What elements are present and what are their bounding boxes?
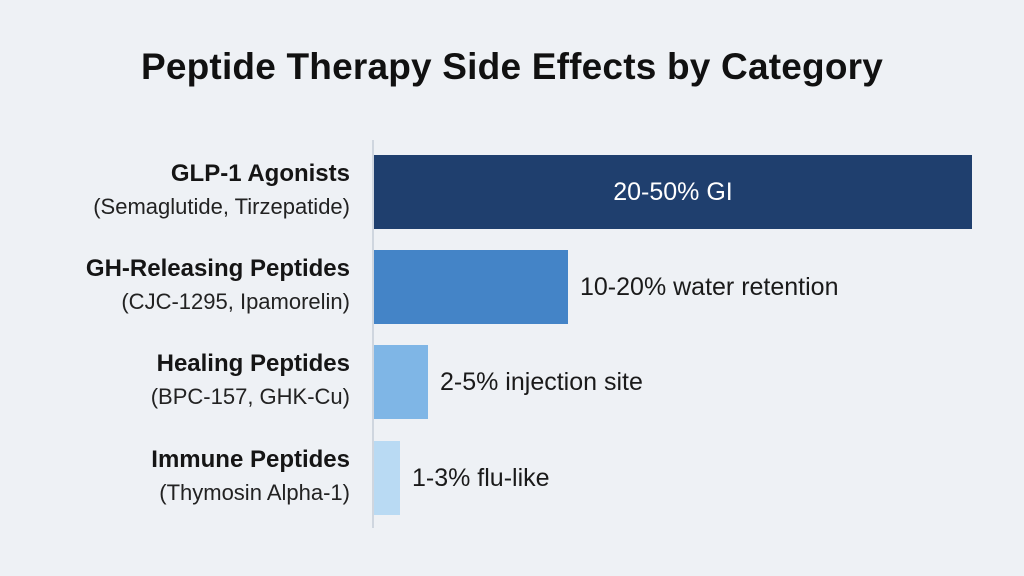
bar <box>374 155 972 229</box>
category-examples: (Thymosin Alpha-1) <box>159 480 350 505</box>
bar-row: GH-Releasing Peptides (CJC-1295, Ipamorel… <box>0 250 1024 324</box>
data-label: 10-20% water retention <box>580 273 839 301</box>
category-label: GLP-1 Agonists (Semaglutide, Tirzepatide) <box>93 157 350 223</box>
category-name: Immune Peptides <box>151 446 350 473</box>
category-examples: (BPC-157, GHK-Cu) <box>150 384 350 409</box>
category-examples: (CJC-1295, Ipamorelin) <box>121 289 350 314</box>
category-name: GLP-1 Agonists <box>170 160 350 187</box>
bar <box>374 345 428 419</box>
category-label: GH-Releasing Peptides (CJC-1295, Ipamorel… <box>86 252 350 318</box>
category-axis-line <box>372 140 374 528</box>
category-label: Immune Peptides (Thymosin Alpha-1) <box>151 443 350 509</box>
chart-title: Peptide Therapy Side Effects by Category <box>140 46 884 87</box>
bar-row: Immune Peptides (Thymosin Alpha-1) 1-3% fl… <box>0 441 1024 515</box>
bar <box>374 250 568 324</box>
data-label: 2-5% injection site <box>440 368 643 396</box>
category-name: Healing Peptides <box>156 350 350 377</box>
category-name: GH-Releasing Peptides <box>85 255 350 282</box>
category-label: Healing Peptides (BPC-157, GHK-Cu) <box>151 347 350 413</box>
data-label: 20-50% GI <box>613 178 733 206</box>
bar-row: Healing Peptides (BPC-157, GHK-Cu) 2-5% in… <box>0 345 1024 419</box>
bar <box>374 441 400 515</box>
category-examples: (Semaglutide, Tirzepatide) <box>93 194 350 219</box>
bar-row: GLP-1 Agonists (Semaglutide, Tirzepatide)… <box>0 155 1024 229</box>
data-label: 1-3% flu-like <box>412 464 550 492</box>
